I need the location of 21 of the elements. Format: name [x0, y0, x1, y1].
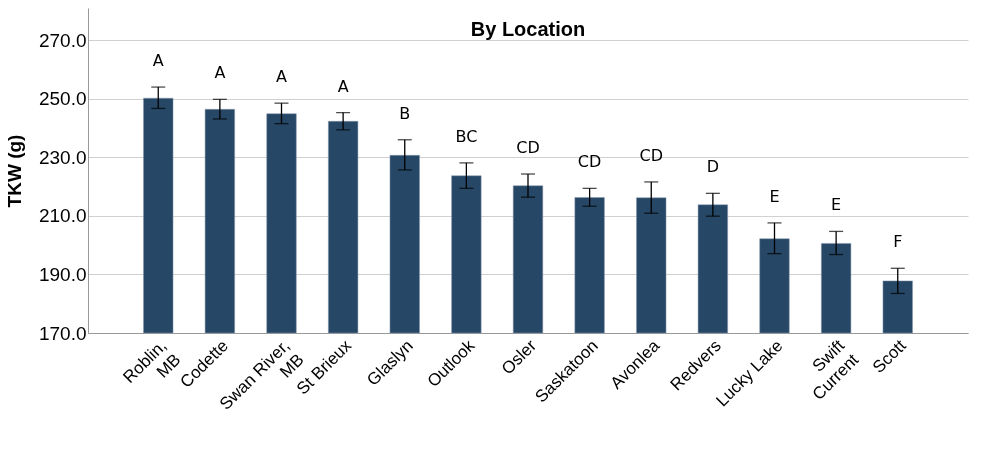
y-tick-label: 170.0 — [38, 322, 87, 344]
annotation: A — [276, 67, 288, 87]
annotation: A — [214, 63, 226, 83]
annotation: F — [893, 232, 903, 252]
y-axis-title: TKW (g) — [3, 134, 25, 208]
annotation: CD — [639, 145, 663, 165]
annotation: D — [706, 157, 720, 177]
annotation: CD — [516, 138, 540, 158]
annotation: A — [337, 76, 349, 96]
y-tick-label: 230.0 — [38, 146, 87, 168]
annotation: CD — [577, 152, 602, 172]
y-tick-label: 270.0 — [38, 29, 87, 51]
annotation: E — [769, 186, 780, 206]
y-tick-label: 250.0 — [38, 88, 87, 110]
y-tick-label: 210.0 — [38, 205, 87, 227]
annotation: E — [831, 195, 842, 215]
text: By Location — [470, 18, 586, 40]
y-tick-label: 190.0 — [38, 263, 87, 285]
annotation: B — [399, 103, 411, 123]
annotation: BC — [455, 126, 478, 146]
annotation: A — [152, 51, 164, 71]
